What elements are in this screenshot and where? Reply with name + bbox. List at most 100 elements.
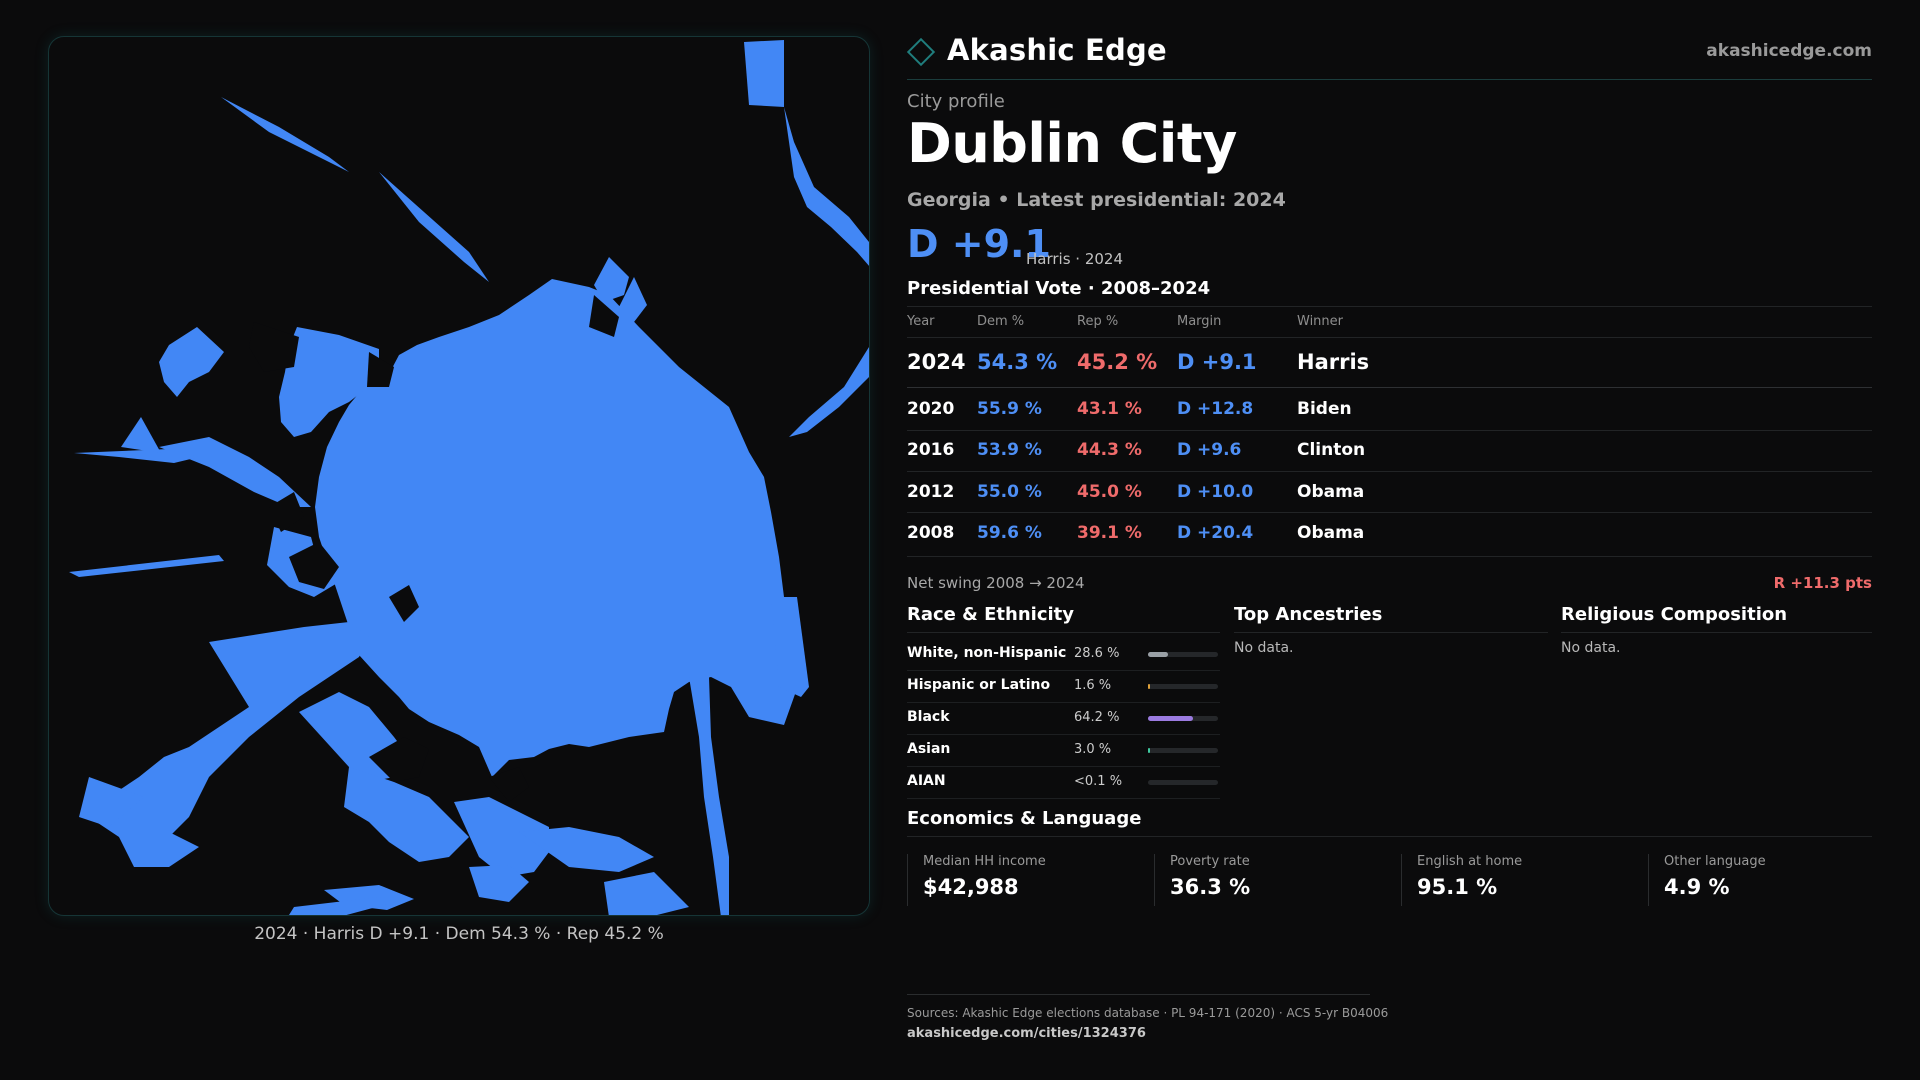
map-hole-d: [389, 585, 419, 622]
page-title: Dublin City: [907, 112, 1237, 175]
race-value: 1.6 %: [1074, 678, 1112, 693]
race-bar-fill: [1148, 684, 1150, 689]
city-south-block-f: [604, 872, 689, 915]
profile-eyebrow: City profile: [907, 91, 1005, 112]
vote-dem: 53.9 %: [977, 440, 1042, 460]
map-caption: 2024 · Harris D +9.1 · Dem 54.3 % · Rep …: [254, 924, 664, 944]
race-label: White, non-Hispanic: [907, 645, 1067, 661]
city-west-triangle: [121, 417, 161, 453]
race-label: Black: [907, 709, 950, 725]
net-swing-label: Net swing 2008 → 2024: [907, 574, 1085, 592]
city-south-block-b: [344, 767, 469, 862]
race-section-rule: [907, 632, 1220, 633]
map-hole-a: [249, 322, 299, 372]
city-northwest-spike: [221, 97, 349, 172]
race-bar-track: [1148, 652, 1218, 657]
city-west-area: [159, 327, 224, 397]
vote-col-dem: Dem %: [977, 314, 1025, 329]
brand[interactable]: Akashic Edge: [906, 33, 1167, 67]
city-northwest-area: [279, 327, 379, 437]
ancestries-section-heading: Top Ancestries: [1234, 604, 1383, 625]
vote-row-rule: [907, 512, 1872, 513]
vote-rep: 43.1 %: [1077, 399, 1142, 419]
city-northeast-line: [784, 107, 869, 437]
vote-margin: D +9.6: [1177, 440, 1242, 460]
stat-label: Median HH income: [923, 854, 1046, 869]
city-north-islet: [594, 257, 629, 302]
city-northeast-strip: [744, 40, 784, 107]
vote-row-rule: [907, 430, 1872, 431]
city-north-strip: [379, 172, 489, 282]
footer-divider: [907, 994, 1370, 995]
vote-rep: 39.1 %: [1077, 523, 1142, 543]
race-row-rule: [907, 734, 1220, 735]
city-southwest-line: [69, 555, 224, 577]
vote-col-winner: Winner: [1297, 314, 1344, 329]
race-row-rule: [907, 766, 1220, 767]
city-north-islet-b: [619, 277, 647, 322]
vote-dem: 55.0 %: [977, 482, 1042, 502]
city-south-block-e: [519, 827, 654, 872]
race-label: AIAN: [907, 773, 946, 789]
city-southeast-block: [771, 597, 809, 697]
city-west-strip: [159, 437, 311, 507]
city-south-sliver: [289, 897, 399, 915]
race-bar-track: [1148, 748, 1218, 753]
race-value: 64.2 %: [1074, 710, 1120, 725]
city-southwest-patch: [119, 827, 199, 867]
race-section-heading: Race & Ethnicity: [907, 604, 1074, 625]
site-url-link[interactable]: akashicedge.com: [1706, 41, 1872, 61]
religion-section-heading: Religious Composition: [1561, 604, 1788, 625]
sources-note: Sources: Akashic Edge elections database…: [907, 1006, 1389, 1020]
vote-margin: D +9.1: [1177, 350, 1257, 374]
economics-section-heading: Economics & Language: [907, 808, 1142, 829]
vote-row-rule: [907, 387, 1872, 388]
vote-col-year: Year: [907, 314, 935, 329]
map-hole-g: [269, 492, 304, 532]
vote-rep: 45.2 %: [1077, 350, 1158, 374]
city-map-panel[interactable]: [48, 36, 870, 916]
vote-table-bottom-rule: [907, 556, 1872, 557]
ancestries-empty: No data.: [1234, 640, 1294, 656]
stat-english-at-home: English at home 95.1 %: [1401, 854, 1641, 906]
vote-winner: Harris: [1297, 350, 1370, 374]
stat-label: English at home: [1417, 854, 1523, 869]
header-divider: [907, 79, 1872, 80]
race-bar-track: [1148, 716, 1218, 721]
vote-dem: 59.6 %: [977, 523, 1042, 543]
ancestries-section-rule: [1234, 632, 1548, 633]
vote-year: 2016: [907, 440, 955, 460]
city-southwest-tip: [79, 777, 144, 827]
race-value: <0.1 %: [1074, 774, 1123, 789]
brand-name: Akashic Edge: [947, 33, 1167, 67]
city-main-area: [315, 279, 801, 777]
race-row-rule: [907, 670, 1220, 671]
vote-winner: Obama: [1297, 523, 1365, 543]
stat-median-income: Median HH income $42,988: [907, 854, 1147, 906]
stat-other-language: Other language 4.9 %: [1648, 854, 1872, 906]
race-value: 3.0 %: [1074, 742, 1112, 757]
stat-label: Poverty rate: [1170, 854, 1250, 869]
map-hole-b: [367, 352, 394, 387]
vote-year: 2024: [907, 350, 966, 374]
race-bar-track: [1148, 780, 1218, 785]
vote-rep: 45.0 %: [1077, 482, 1142, 502]
stat-value: 36.3 %: [1170, 875, 1251, 899]
vote-year: 2008: [907, 523, 955, 543]
vote-rep: 44.3 %: [1077, 440, 1142, 460]
map-hole-f: [369, 737, 429, 782]
page-permalink[interactable]: akashicedge.com/cities/1324376: [907, 1026, 1146, 1041]
vote-year: 2020: [907, 399, 955, 419]
race-label: Hispanic or Latino: [907, 677, 1051, 693]
city-south-block-c: [454, 797, 549, 877]
race-bar-fill: [1148, 748, 1151, 753]
vote-col-margin: Margin: [1177, 314, 1222, 329]
vote-row-rule: [907, 471, 1872, 472]
city-boundary-map: [69, 40, 869, 915]
vote-winner: Clinton: [1297, 440, 1366, 460]
vote-table-top-rule: [907, 306, 1872, 307]
city-south-block-d: [469, 865, 529, 902]
map-hole-c: [289, 542, 339, 589]
vote-winner: Obama: [1297, 482, 1365, 502]
race-bar-fill: [1148, 652, 1169, 657]
